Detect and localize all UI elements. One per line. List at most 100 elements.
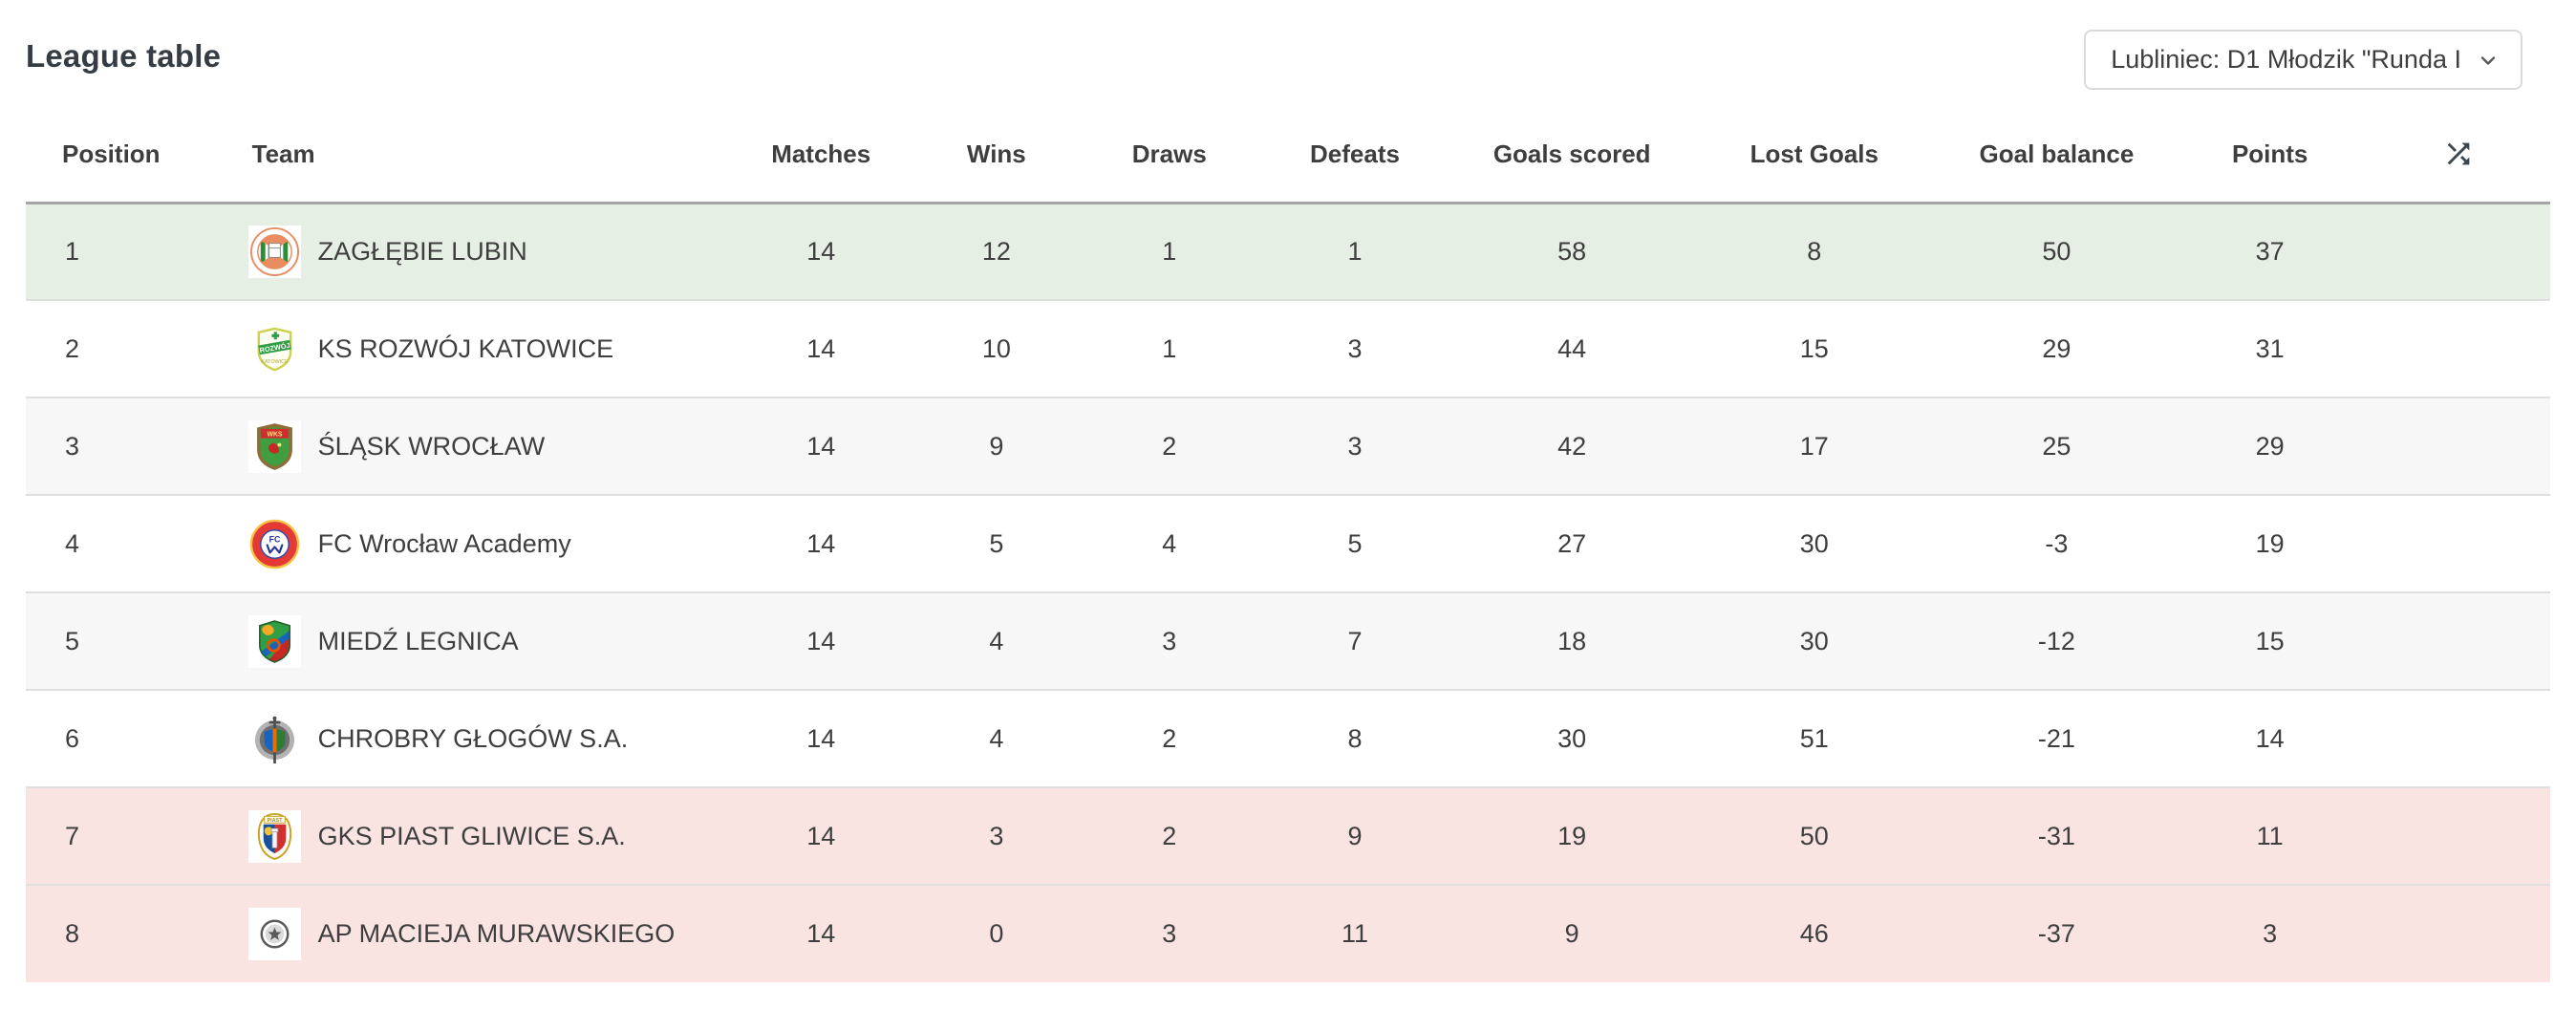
position-cell: 6 (65, 723, 80, 753)
lost-goals-cell: 8 (1807, 236, 1822, 266)
team-cell: WKS ŚLĄSK WROCŁAW (198, 397, 733, 495)
matches-cell: 14 (806, 333, 836, 363)
goal-balance-cell: -12 (2037, 626, 2075, 655)
col-header-draws: Draws (1131, 139, 1207, 168)
col-header-defeats: Defeats (1310, 139, 1400, 168)
piast-gliwice-crest-icon: PIAST (247, 809, 301, 863)
matches-cell: 14 (806, 723, 836, 753)
team-name: KS ROZWÓJ KATOWICE (317, 333, 614, 363)
draws-cell: 4 (1162, 528, 1177, 558)
team-cell: MIEDŹ LEGNICA (198, 592, 733, 690)
team-cell: ROZWÓJ KATOWICE KS ROZWÓJ KATOWICE (198, 300, 733, 397)
league-select-value: Lubliniec: D1 Młodzik "Runda I (2111, 45, 2461, 74)
action-cell (2366, 203, 2550, 300)
action-cell (2366, 397, 2550, 495)
table-header-row: Position Team Matches Wins Draws Defeats… (26, 107, 2550, 203)
draws-cell: 1 (1162, 236, 1177, 266)
col-header-lost-goals: Lost Goals (1750, 139, 1878, 168)
points-cell: 37 (2255, 236, 2285, 266)
team-cell: CHROBRY GŁOGÓW S.A. (198, 690, 733, 787)
team-cell: PIAST GKS PIAST GLIWICE S.A. (198, 787, 733, 885)
position-cell: 1 (65, 236, 80, 266)
team-name: ŚLĄSK WROCŁAW (317, 431, 546, 461)
matches-cell: 14 (806, 821, 836, 850)
goal-balance-cell: 25 (2042, 431, 2072, 461)
lost-goals-cell: 15 (1799, 333, 1829, 363)
col-header-wins: Wins (966, 139, 1026, 168)
points-cell: 11 (2256, 821, 2284, 850)
wins-cell: 0 (989, 919, 1004, 948)
col-header-goal-balance: Goal balance (1979, 139, 2135, 168)
action-cell (2366, 690, 2550, 787)
points-cell: 29 (2255, 431, 2285, 461)
fc-wroclaw-academy-crest-icon: FC (247, 517, 301, 570)
position-cell: 2 (65, 333, 80, 363)
action-cell (2366, 495, 2550, 592)
table-row: 2 ROZWÓJ KATOWICE KS ROZWÓJ KATOWICE (26, 300, 2550, 397)
draws-cell: 3 (1162, 919, 1177, 948)
points-cell: 15 (2255, 626, 2285, 655)
ap-murawskiego-crest-icon (247, 908, 301, 960)
table-row: 6 CHROBRY GŁOGÓW S.A. (26, 690, 2550, 787)
team-name: AP MACIEJA MURAWSKIEGO (317, 919, 676, 948)
wins-cell: 5 (989, 528, 1004, 558)
matches-cell: 14 (806, 626, 836, 655)
table-row: 4 FC FC Wrocław Academy 14 5 4 5 27 (26, 495, 2550, 592)
action-cell (2366, 592, 2550, 690)
points-cell: 31 (2255, 333, 2285, 363)
goal-balance-cell: -3 (2045, 528, 2069, 558)
goal-balance-cell: -21 (2037, 723, 2075, 753)
action-cell (2366, 300, 2550, 397)
table-row: 7 PIAST GKS PIAST GLIWICE S.A. (26, 787, 2550, 885)
lost-goals-cell: 51 (1799, 723, 1829, 753)
table-row: 5 MIEDŹ LEGN (26, 592, 2550, 690)
defeats-cell: 11 (1341, 919, 1368, 948)
svg-text:FC: FC (268, 534, 280, 544)
team-name: FC Wrocław Academy (317, 528, 571, 558)
position-cell: 3 (65, 431, 80, 461)
lost-goals-cell: 17 (1799, 431, 1829, 461)
zaglebie-lubin-crest-icon (247, 225, 301, 278)
position-cell: 5 (65, 626, 80, 655)
league-select-dropdown[interactable]: Lubliniec: D1 Młodzik "Runda I (2084, 30, 2522, 90)
table-row: 1 (26, 203, 2550, 300)
team-cell: AP MACIEJA MURAWSKIEGO (198, 885, 733, 982)
wins-cell: 10 (981, 333, 1011, 363)
points-cell: 3 (2263, 919, 2278, 948)
defeats-cell: 3 (1347, 333, 1363, 363)
matches-cell: 14 (806, 528, 836, 558)
table-row: 3 WKS ŚLĄSK WROCŁAW 14 9 2 3 (26, 397, 2550, 495)
team-name: GKS PIAST GLIWICE S.A. (317, 821, 626, 850)
team-name: MIEDŹ LEGNICA (317, 626, 519, 655)
defeats-cell: 1 (1347, 236, 1363, 266)
chevron-down-icon (2477, 49, 2500, 72)
goals-scored-cell: 18 (1557, 626, 1587, 655)
shuffle-icon[interactable] (2442, 138, 2475, 166)
col-header-team: Team (251, 139, 315, 168)
svg-text:KATOWICE: KATOWICE (261, 359, 289, 365)
slask-wroclaw-crest-icon: WKS (247, 419, 301, 473)
points-cell: 14 (2255, 723, 2285, 753)
goals-scored-cell: 27 (1557, 528, 1587, 558)
col-header-points: Points (2231, 139, 2308, 168)
league-table: Position Team Matches Wins Draws Defeats… (26, 107, 2550, 982)
goals-scored-cell: 30 (1557, 723, 1587, 753)
goal-balance-cell: 29 (2042, 333, 2072, 363)
lost-goals-cell: 50 (1799, 821, 1829, 850)
col-header-matches: Matches (771, 139, 871, 168)
miedz-legnica-crest-icon (247, 614, 301, 668)
page-header: League table Lubliniec: D1 Młodzik "Rund… (0, 0, 2576, 107)
defeats-cell: 3 (1347, 431, 1363, 461)
defeats-cell: 7 (1347, 626, 1363, 655)
goals-scored-cell: 58 (1557, 236, 1587, 266)
lost-goals-cell: 30 (1799, 626, 1829, 655)
draws-cell: 1 (1162, 333, 1177, 363)
lost-goals-cell: 46 (1799, 919, 1829, 948)
action-cell (2366, 787, 2550, 885)
defeats-cell: 8 (1347, 723, 1363, 753)
position-cell: 4 (65, 528, 80, 558)
defeats-cell: 9 (1347, 821, 1363, 850)
table-row: 8 AP MACIEJA MURAWSKIEGO 14 0 3 11 9 46 … (26, 885, 2550, 982)
action-cell (2366, 885, 2550, 982)
team-name: ZAGŁĘBIE LUBIN (317, 236, 527, 266)
